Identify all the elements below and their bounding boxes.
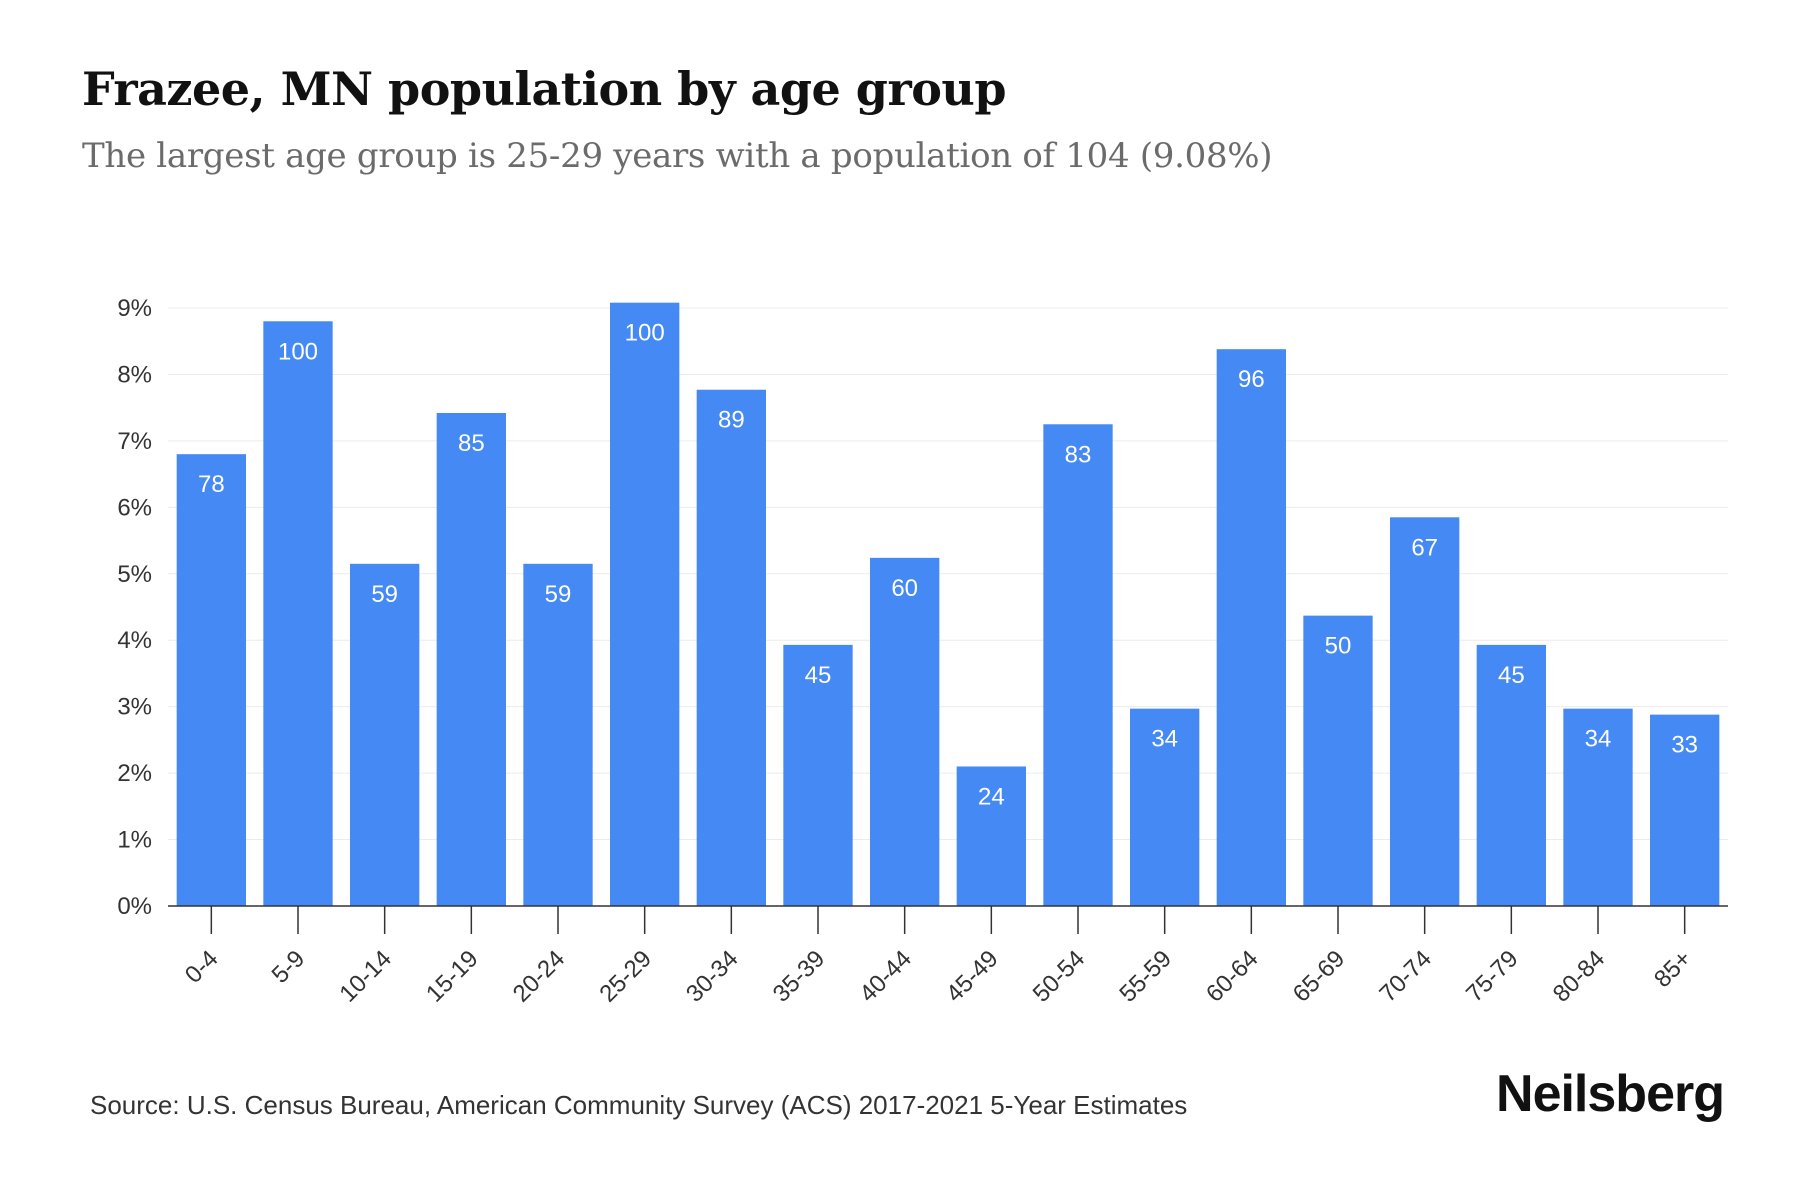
bar-value-label: 33 bbox=[1671, 732, 1698, 759]
bar-chart: 0% 1% 2% 3% 4% 5% 6% 7% 8% 9% 78 100 59 85 59 100 89 45 6… bbox=[117, 295, 1728, 1008]
x-tick-label: 45-49 bbox=[941, 945, 1004, 1008]
x-tick-label: 20-24 bbox=[508, 945, 571, 1008]
bar-value-label: 45 bbox=[1498, 662, 1525, 689]
bar bbox=[1476, 644, 1546, 906]
chart-title: Frazee, MN population by age group bbox=[82, 62, 1007, 116]
bar-value-label: 83 bbox=[1065, 441, 1092, 468]
bar bbox=[610, 302, 680, 906]
bar-value-label: 78 bbox=[198, 471, 225, 498]
bar bbox=[956, 766, 1026, 906]
bar bbox=[436, 412, 506, 906]
y-axis-tick-labels: 0% 1% 2% 3% 4% 5% 6% 7% 8% 9% bbox=[117, 295, 152, 920]
x-tick-label: 60-64 bbox=[1201, 945, 1264, 1008]
y-tick-label: 7% bbox=[117, 428, 152, 455]
bar-value-label: 85 bbox=[458, 430, 485, 457]
bar bbox=[1650, 714, 1720, 906]
bar bbox=[350, 563, 420, 906]
x-tick-label: 80-84 bbox=[1548, 945, 1611, 1008]
bar bbox=[1043, 424, 1113, 906]
x-tick-label: 75-79 bbox=[1461, 945, 1524, 1008]
source-note: Source: U.S. Census Bureau, American Com… bbox=[90, 1090, 1188, 1120]
x-tick-label: 65-69 bbox=[1288, 945, 1351, 1008]
x-tick-label: 85+ bbox=[1649, 945, 1697, 993]
x-tick-label: 70-74 bbox=[1374, 945, 1437, 1008]
x-axis bbox=[168, 905, 1728, 934]
x-tick-label: 40-44 bbox=[854, 945, 917, 1008]
bar-value-label: 34 bbox=[1585, 726, 1612, 753]
y-tick-label: 0% bbox=[117, 893, 152, 920]
brand-logo: Neilsberg bbox=[1496, 1065, 1725, 1123]
bar bbox=[523, 563, 593, 906]
bar bbox=[783, 644, 853, 906]
bar bbox=[870, 557, 940, 906]
bar bbox=[1216, 349, 1286, 906]
x-tick-label: 30-34 bbox=[681, 945, 744, 1008]
bar bbox=[1563, 708, 1633, 906]
y-tick-label: 5% bbox=[117, 561, 152, 588]
bar-value-label: 67 bbox=[1411, 534, 1438, 561]
y-tick-label: 1% bbox=[117, 827, 152, 854]
x-tick-label: 0-4 bbox=[180, 945, 224, 989]
bar bbox=[263, 321, 333, 906]
bar-value-label: 24 bbox=[978, 783, 1005, 810]
bars bbox=[176, 302, 1720, 906]
y-tick-label: 9% bbox=[117, 295, 152, 322]
gridlines bbox=[168, 307, 1728, 841]
y-tick-label: 4% bbox=[117, 627, 152, 654]
bar bbox=[1390, 517, 1460, 906]
bar-value-label: 96 bbox=[1238, 366, 1265, 393]
bar bbox=[696, 389, 766, 906]
x-tick-label: 35-39 bbox=[768, 945, 831, 1008]
bar-value-label: 60 bbox=[891, 575, 918, 602]
bar-value-label: 34 bbox=[1151, 726, 1178, 753]
x-tick-label: 25-29 bbox=[594, 945, 657, 1008]
y-tick-label: 3% bbox=[117, 694, 152, 721]
bar-value-label: 50 bbox=[1325, 633, 1352, 660]
x-tick-label: 55-59 bbox=[1114, 945, 1177, 1008]
bar-value-label: 59 bbox=[545, 581, 572, 608]
bar bbox=[1130, 708, 1200, 906]
bar-value-label: 89 bbox=[718, 407, 745, 434]
y-tick-label: 6% bbox=[117, 494, 152, 521]
y-tick-label: 2% bbox=[117, 760, 152, 787]
bar-value-label: 45 bbox=[805, 662, 832, 689]
x-tick-label: 10-14 bbox=[334, 945, 397, 1008]
y-tick-label: 8% bbox=[117, 361, 152, 388]
chart-subtitle: The largest age group is 25-29 years wit… bbox=[82, 136, 1273, 176]
bar bbox=[176, 454, 246, 906]
bar-value-label: 100 bbox=[625, 320, 665, 347]
x-tick-label: 5-9 bbox=[267, 945, 311, 989]
bar-value-label: 59 bbox=[371, 581, 398, 608]
bar bbox=[1303, 615, 1373, 906]
x-tick-label: 15-19 bbox=[421, 945, 484, 1008]
bar-value-label: 100 bbox=[278, 338, 318, 365]
bar-value-labels: 78 100 59 85 59 100 89 45 60 24 83 34 96 50 67 45 34 33 bbox=[198, 320, 1698, 811]
x-tick-label: 50-54 bbox=[1028, 945, 1091, 1008]
x-axis-tick-labels: 0-4 5-9 10-14 15-19 20-24 25-29 30-34 35-39 40-4… bbox=[180, 945, 1697, 1008]
